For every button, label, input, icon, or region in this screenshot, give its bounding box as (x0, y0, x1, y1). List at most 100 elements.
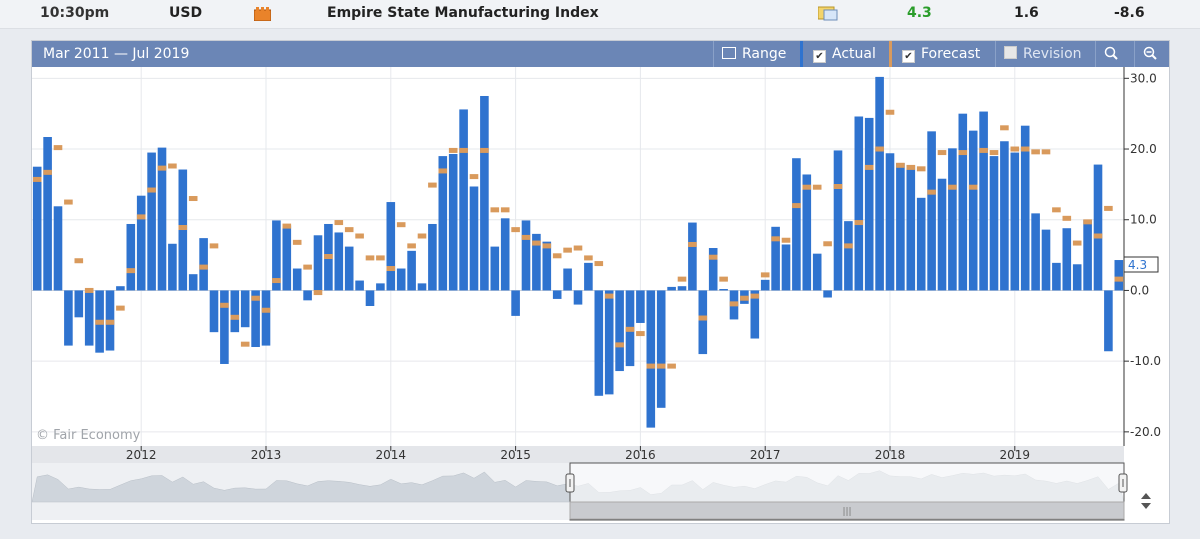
forecast-toggle[interactable]: ✔ Forecast (894, 41, 1000, 67)
forecast-marker (844, 243, 853, 249)
actual-bar (490, 246, 500, 291)
actual-bar (688, 222, 697, 291)
y-tick-label: -20.0 (1130, 425, 1161, 439)
actual-bar (656, 290, 666, 408)
forecast-marker (511, 227, 520, 233)
actual-bar (906, 165, 916, 291)
actual-bar (698, 290, 708, 355)
actual-bar (1062, 228, 1072, 291)
actual-label: Actual (832, 46, 876, 62)
forecast-label: Forecast (921, 46, 981, 62)
forecast-marker (750, 293, 760, 299)
forecast-marker (937, 150, 947, 156)
actual-bar (958, 113, 968, 291)
forecast-marker (376, 255, 385, 261)
event-row[interactable]: 10:30pm USD Empire State Manufacturing I… (0, 0, 1200, 29)
forecast-marker (604, 293, 614, 299)
actual-bar (594, 290, 604, 396)
actual-bar (1072, 264, 1082, 291)
event-forecast: 1.6 (1014, 5, 1039, 21)
actual-bar (209, 290, 219, 333)
actual-bar (719, 289, 728, 291)
actual-bar (74, 290, 84, 318)
actual-bars (32, 76, 1124, 428)
forecast-marker (916, 166, 926, 172)
forecast-marker (74, 258, 84, 264)
actual-bar (760, 279, 770, 291)
forecast-marker (573, 245, 583, 251)
forecast-marker (292, 239, 302, 245)
actual-bar (303, 290, 312, 301)
forecast-marker (313, 290, 323, 296)
actual-bar (43, 137, 52, 291)
y-tick-label: 20.0 (1130, 142, 1157, 156)
forecast-marker (251, 295, 260, 301)
actual-bar (864, 117, 874, 291)
actual-bar (32, 166, 42, 291)
forecast-marker (344, 227, 354, 233)
forecast-marker (64, 199, 73, 205)
event-title[interactable]: Empire State Manufacturing Index (327, 5, 599, 21)
actual-bar (1083, 219, 1092, 291)
forecast-marker (636, 331, 645, 337)
actual-checkbox[interactable]: ✔ (813, 50, 826, 63)
forecast-marker (1093, 233, 1103, 239)
actual-toggle[interactable]: ✔ Actual (805, 41, 901, 67)
range-button[interactable]: Range (713, 41, 806, 67)
expand-toggle-icon[interactable] (1141, 493, 1151, 509)
actual-bar (677, 286, 687, 291)
actual-bar (937, 178, 947, 291)
calendar-icon (722, 47, 736, 59)
forecast-marker (1062, 215, 1072, 221)
forecast-marker (584, 255, 593, 261)
forecast-marker (272, 278, 281, 284)
actual-bar (292, 268, 302, 291)
folder-detail-icon[interactable] (817, 5, 838, 21)
zoom-in-icon[interactable] (1095, 41, 1130, 67)
navigator-scrollbar[interactable] (569, 501, 1125, 520)
y-tick-label: -10.0 (1130, 354, 1161, 368)
forecast-marker (615, 342, 624, 348)
forecast-marker (875, 146, 884, 152)
actual-bar (750, 290, 760, 339)
revision-toggle[interactable]: Revision (995, 41, 1097, 67)
forecast-marker (334, 220, 344, 226)
actual-bar (168, 243, 177, 291)
forecast-checkbox[interactable]: ✔ (902, 50, 915, 63)
forecast-marker (698, 315, 708, 321)
forecast-marker (355, 233, 364, 239)
event-previous: -8.6 (1114, 5, 1145, 21)
actual-bar (240, 290, 250, 328)
forecast-marker (303, 264, 312, 270)
forecast-marker (438, 168, 448, 174)
actual-bar (1114, 260, 1124, 291)
forecast-marker (740, 295, 749, 301)
forecast-marker (563, 247, 572, 253)
forecast-marker (95, 319, 104, 325)
actual-bar (438, 156, 448, 291)
y-tick-label: 30.0 (1130, 71, 1157, 85)
y-tick-label: 0.0 (1130, 283, 1149, 297)
forecast-marker (885, 109, 895, 115)
forecast-marker (1010, 146, 1020, 152)
actual-bar (147, 152, 156, 291)
zoom-out-icon[interactable] (1134, 41, 1169, 67)
actual-bar (646, 290, 656, 428)
actual-bar (157, 147, 167, 291)
forecast-marker (188, 196, 198, 202)
forecast-marker (1114, 276, 1124, 282)
forecast-marker (521, 234, 531, 240)
actual-bar (386, 202, 396, 291)
forecast-marker (812, 184, 822, 190)
scrollbar-grip-icon[interactable]: ||| (842, 507, 851, 517)
actual-bar (1020, 125, 1030, 291)
forecast-marker (854, 220, 864, 226)
revision-checkbox[interactable] (1004, 46, 1017, 59)
forecast-marker (864, 164, 874, 170)
actual-bar (636, 290, 645, 323)
forecast-marker (199, 264, 208, 270)
actual-bar (407, 250, 416, 291)
forecast-marker (324, 254, 333, 259)
forecast-marker (594, 261, 604, 267)
